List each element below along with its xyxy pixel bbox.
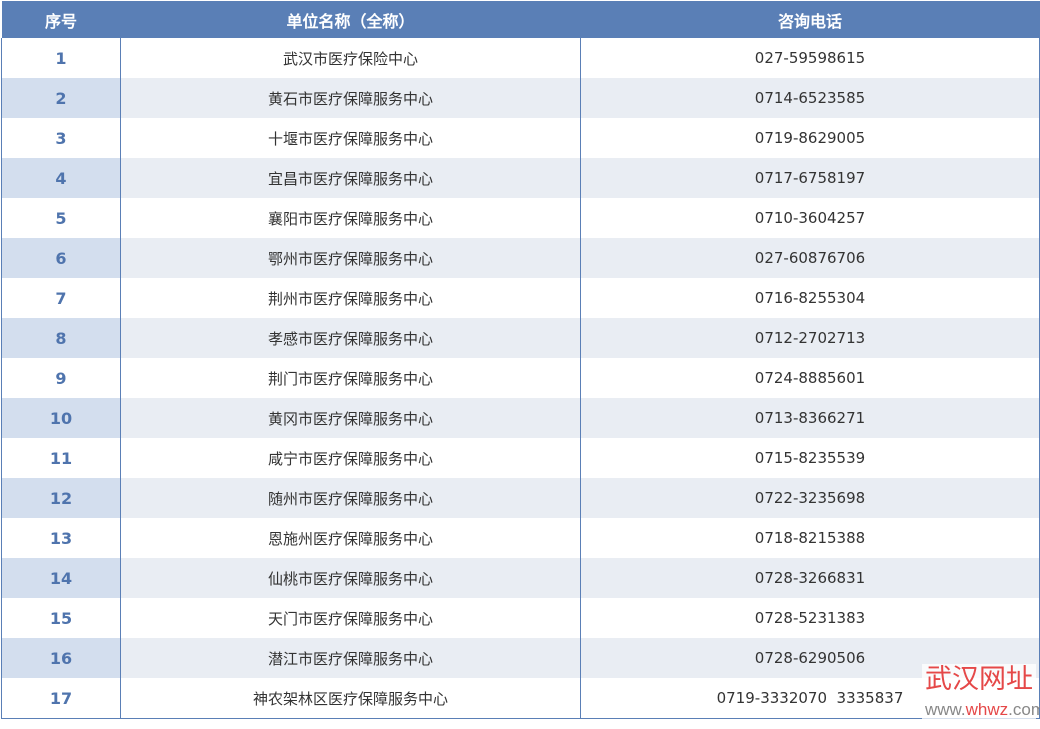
cell-index: 1 <box>1 38 121 78</box>
cell-name: 武汉市医疗保险中心 <box>120 38 581 78</box>
cell-name: 荆州市医疗保障服务中心 <box>120 278 581 318</box>
table-row: 13 恩施州医疗保障服务中心 0718-8215388 <box>1 518 1040 558</box>
table-row: 4 宜昌市医疗保障服务中心 0717-6758197 <box>1 158 1040 198</box>
cell-name: 黄石市医疗保障服务中心 <box>120 78 581 118</box>
cell-index: 11 <box>1 438 121 478</box>
header-name: 单位名称（全称） <box>120 1 581 38</box>
watermark-url-prefix: www. <box>925 700 966 719</box>
cell-index: 6 <box>1 238 121 278</box>
cell-index: 8 <box>1 318 121 358</box>
table-row: 7 荆州市医疗保障服务中心 0716-8255304 <box>1 278 1040 318</box>
table-row: 15 天门市医疗保障服务中心 0728-5231383 <box>1 598 1040 638</box>
cell-phone: 0728-3266831 <box>580 558 1040 598</box>
table-row: 1 武汉市医疗保险中心 027-59598615 <box>1 38 1040 78</box>
cell-name: 仙桃市医疗保障服务中心 <box>120 558 581 598</box>
watermark-url-suffix: .com <box>1008 700 1040 719</box>
table-row: 6 鄂州市医疗保障服务中心 027-60876706 <box>1 238 1040 278</box>
cell-name: 天门市医疗保障服务中心 <box>120 598 581 638</box>
cell-name: 十堰市医疗保障服务中心 <box>120 118 581 158</box>
cell-index: 7 <box>1 278 121 318</box>
table-row: 3 十堰市医疗保障服务中心 0719-8629005 <box>1 118 1040 158</box>
table-row: 12 随州市医疗保障服务中心 0722-3235698 <box>1 478 1040 518</box>
table-row: 10 黄冈市医疗保障服务中心 0713-8366271 <box>1 398 1040 438</box>
watermark-url: www.whwz.com <box>925 700 1040 720</box>
table-row: 5 襄阳市医疗保障服务中心 0710-3604257 <box>1 198 1040 238</box>
watermark-url-domain: whwz <box>965 700 1009 719</box>
cell-phone: 0718-8215388 <box>580 518 1040 558</box>
cell-phone: 0714-6523585 <box>580 78 1040 118</box>
cell-name: 襄阳市医疗保障服务中心 <box>120 198 581 238</box>
cell-phone: 0712-2702713 <box>580 318 1040 358</box>
cell-phone: 0724-8885601 <box>580 358 1040 398</box>
cell-index: 9 <box>1 358 121 398</box>
cell-name: 黄冈市医疗保障服务中心 <box>120 398 581 438</box>
cell-name: 孝感市医疗保障服务中心 <box>120 318 581 358</box>
cell-phone: 0719-8629005 <box>580 118 1040 158</box>
cell-name: 神农架林区医疗保障服务中心 <box>120 678 581 719</box>
cell-index: 14 <box>1 558 121 598</box>
cell-phone: 0717-6758197 <box>580 158 1040 198</box>
table-row: 17 神农架林区医疗保障服务中心 0719-3332070 3335837 <box>1 678 1040 719</box>
cell-phone: 0715-8235539 <box>580 438 1040 478</box>
cell-index: 12 <box>1 478 121 518</box>
cell-index: 5 <box>1 198 121 238</box>
cell-name: 咸宁市医疗保障服务中心 <box>120 438 581 478</box>
watermark: 武汉网址 www.whwz.com <box>922 664 1040 724</box>
cell-name: 荆门市医疗保障服务中心 <box>120 358 581 398</box>
cell-phone: 0716-8255304 <box>580 278 1040 318</box>
cell-name: 鄂州市医疗保障服务中心 <box>120 238 581 278</box>
table-row: 16 潜江市医疗保障服务中心 0728-6290506 <box>1 638 1040 678</box>
cell-name: 恩施州医疗保障服务中心 <box>120 518 581 558</box>
cell-phone: 0713-8366271 <box>580 398 1040 438</box>
cell-index: 2 <box>1 78 121 118</box>
cell-phone: 0728-5231383 <box>580 598 1040 638</box>
cell-index: 10 <box>1 398 121 438</box>
cell-phone: 027-60876706 <box>580 238 1040 278</box>
cell-phone: 027-59598615 <box>580 38 1040 78</box>
table-row: 2 黄石市医疗保障服务中心 0714-6523585 <box>1 78 1040 118</box>
watermark-title: 武汉网址 <box>925 664 1033 695</box>
cell-index: 4 <box>1 158 121 198</box>
cell-index: 13 <box>1 518 121 558</box>
cell-name: 宜昌市医疗保障服务中心 <box>120 158 581 198</box>
table-row: 14 仙桃市医疗保障服务中心 0728-3266831 <box>1 558 1040 598</box>
cell-index: 3 <box>1 118 121 158</box>
cell-index: 15 <box>1 598 121 638</box>
cell-phone: 0722-3235698 <box>580 478 1040 518</box>
header-phone: 咨询电话 <box>580 1 1040 38</box>
table-header: 序号 单位名称（全称） 咨询电话 <box>1 1 1040 38</box>
header-index: 序号 <box>1 1 121 38</box>
cell-index: 17 <box>1 678 121 719</box>
cell-phone: 0710-3604257 <box>580 198 1040 238</box>
cell-index: 16 <box>1 638 121 678</box>
table-row: 11 咸宁市医疗保障服务中心 0715-8235539 <box>1 438 1040 478</box>
cell-name: 随州市医疗保障服务中心 <box>120 478 581 518</box>
table-row: 8 孝感市医疗保障服务中心 0712-2702713 <box>1 318 1040 358</box>
table-row: 9 荆门市医疗保障服务中心 0724-8885601 <box>1 358 1040 398</box>
cell-name: 潜江市医疗保障服务中心 <box>120 638 581 678</box>
